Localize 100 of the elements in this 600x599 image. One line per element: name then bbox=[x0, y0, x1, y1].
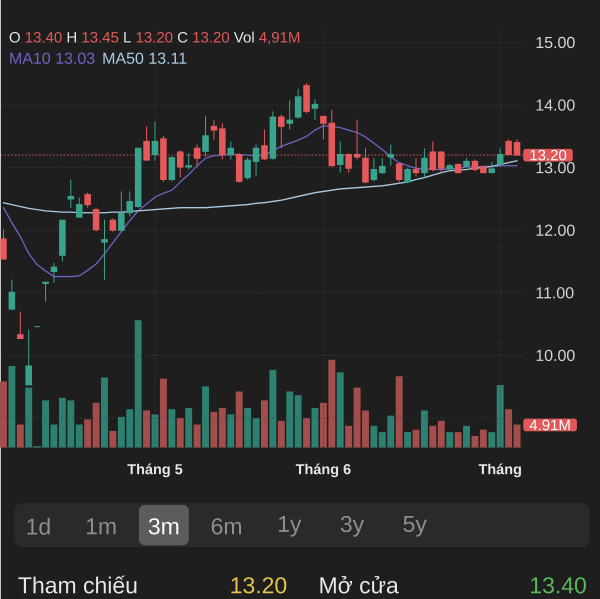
bar bbox=[404, 432, 412, 448]
text: 3y bbox=[340, 516, 364, 537]
text: 1d bbox=[27, 518, 50, 535]
annotation: 13.40 bbox=[26, 32, 62, 42]
candlestick bbox=[370, 158, 378, 182]
bar bbox=[194, 424, 201, 448]
annotation: 4,91M bbox=[259, 32, 300, 44]
annotation: H bbox=[68, 32, 76, 42]
candlestick bbox=[101, 218, 108, 280]
bar bbox=[152, 414, 158, 448]
annotation: 13.03 bbox=[56, 52, 94, 64]
candlestick bbox=[168, 156, 176, 182]
candlestick bbox=[8, 279, 16, 310]
annotation: 13.45 bbox=[82, 32, 118, 42]
text: 6m bbox=[212, 518, 242, 534]
candlestick bbox=[294, 88, 302, 120]
candlestick bbox=[152, 120, 158, 162]
bar bbox=[227, 414, 234, 448]
text: Tham chiếu bbox=[18, 575, 136, 594]
bar bbox=[168, 409, 176, 448]
candlestick bbox=[278, 114, 285, 149]
bar bbox=[143, 410, 150, 448]
text: Mở cửa bbox=[320, 576, 399, 594]
candlestick bbox=[68, 178, 74, 208]
candlestick bbox=[387, 144, 394, 166]
y-tick-label: 13.00 bbox=[536, 162, 575, 174]
annotation: O bbox=[10, 32, 20, 42]
bar bbox=[336, 372, 344, 448]
text: 13.40 bbox=[531, 577, 586, 594]
candlestick bbox=[25, 329, 32, 386]
candlestick bbox=[0, 229, 7, 260]
text: MA10 bbox=[10, 52, 50, 64]
candlestick bbox=[118, 190, 125, 232]
candlestick bbox=[421, 148, 428, 178]
y-tick-label: 15.00 bbox=[536, 36, 575, 48]
candlestick bbox=[134, 147, 142, 208]
candlestick bbox=[84, 192, 91, 208]
x-tick-label: Tháng 6 bbox=[296, 463, 351, 478]
annotation: 13.20 bbox=[136, 32, 172, 42]
bar bbox=[396, 376, 403, 448]
candlestick bbox=[463, 158, 470, 168]
candlestick bbox=[244, 157, 251, 180]
text: MA50 bbox=[103, 52, 144, 64]
annotation: L bbox=[124, 32, 131, 42]
bar bbox=[176, 418, 184, 448]
candlestick bbox=[336, 140, 344, 174]
bar bbox=[303, 418, 310, 448]
text: 5y bbox=[404, 516, 427, 536]
candlestick bbox=[480, 165, 487, 174]
candlestick bbox=[446, 163, 453, 171]
candlestick bbox=[270, 110, 276, 160]
candlestick bbox=[303, 82, 310, 114]
candlestick bbox=[210, 119, 218, 140]
bar bbox=[236, 391, 243, 448]
candlestick bbox=[126, 190, 134, 217]
bar bbox=[109, 430, 116, 448]
y-tick-label: 11.00 bbox=[536, 287, 574, 298]
bar bbox=[261, 400, 268, 448]
bar bbox=[160, 378, 167, 448]
candlestick bbox=[50, 262, 58, 284]
y-tick-label: 10.00 bbox=[536, 350, 575, 361]
candlestick bbox=[454, 162, 462, 174]
annotation: Vol bbox=[234, 31, 254, 42]
candlestick bbox=[488, 161, 496, 174]
candlestick bbox=[396, 162, 402, 184]
bar bbox=[185, 408, 192, 448]
candlestick bbox=[42, 280, 49, 302]
candlestick bbox=[404, 167, 411, 184]
candlestick bbox=[379, 158, 386, 174]
candlestick bbox=[59, 218, 66, 262]
candlestick bbox=[286, 99, 293, 130]
candlestick bbox=[227, 140, 234, 160]
text: 13.20 bbox=[530, 150, 566, 160]
text: 3m bbox=[148, 518, 178, 534]
bar bbox=[420, 410, 428, 448]
candlestick bbox=[76, 197, 83, 218]
annotation: 13.11 bbox=[150, 52, 186, 64]
bar bbox=[269, 370, 276, 448]
candlestick bbox=[202, 116, 209, 157]
bar bbox=[312, 408, 318, 448]
bar bbox=[463, 426, 470, 448]
candlestick bbox=[252, 144, 260, 177]
text: 13.20 bbox=[231, 577, 286, 594]
bar bbox=[446, 432, 454, 448]
candlestick bbox=[17, 310, 24, 340]
bar bbox=[101, 377, 108, 448]
annotation: C bbox=[178, 32, 188, 42]
candlestick bbox=[496, 148, 504, 166]
annotation: 13.20 bbox=[193, 32, 230, 42]
candlestick bbox=[185, 152, 192, 170]
text: 1y bbox=[278, 516, 302, 536]
bar bbox=[454, 432, 462, 448]
candlestick bbox=[320, 115, 327, 140]
bar bbox=[202, 386, 209, 448]
text: 4.91M bbox=[530, 420, 570, 430]
bar bbox=[8, 366, 16, 448]
candlestick bbox=[412, 158, 420, 177]
candlestick bbox=[312, 98, 318, 120]
candlestick bbox=[92, 207, 100, 232]
y-tick-label: 14.00 bbox=[536, 99, 575, 111]
